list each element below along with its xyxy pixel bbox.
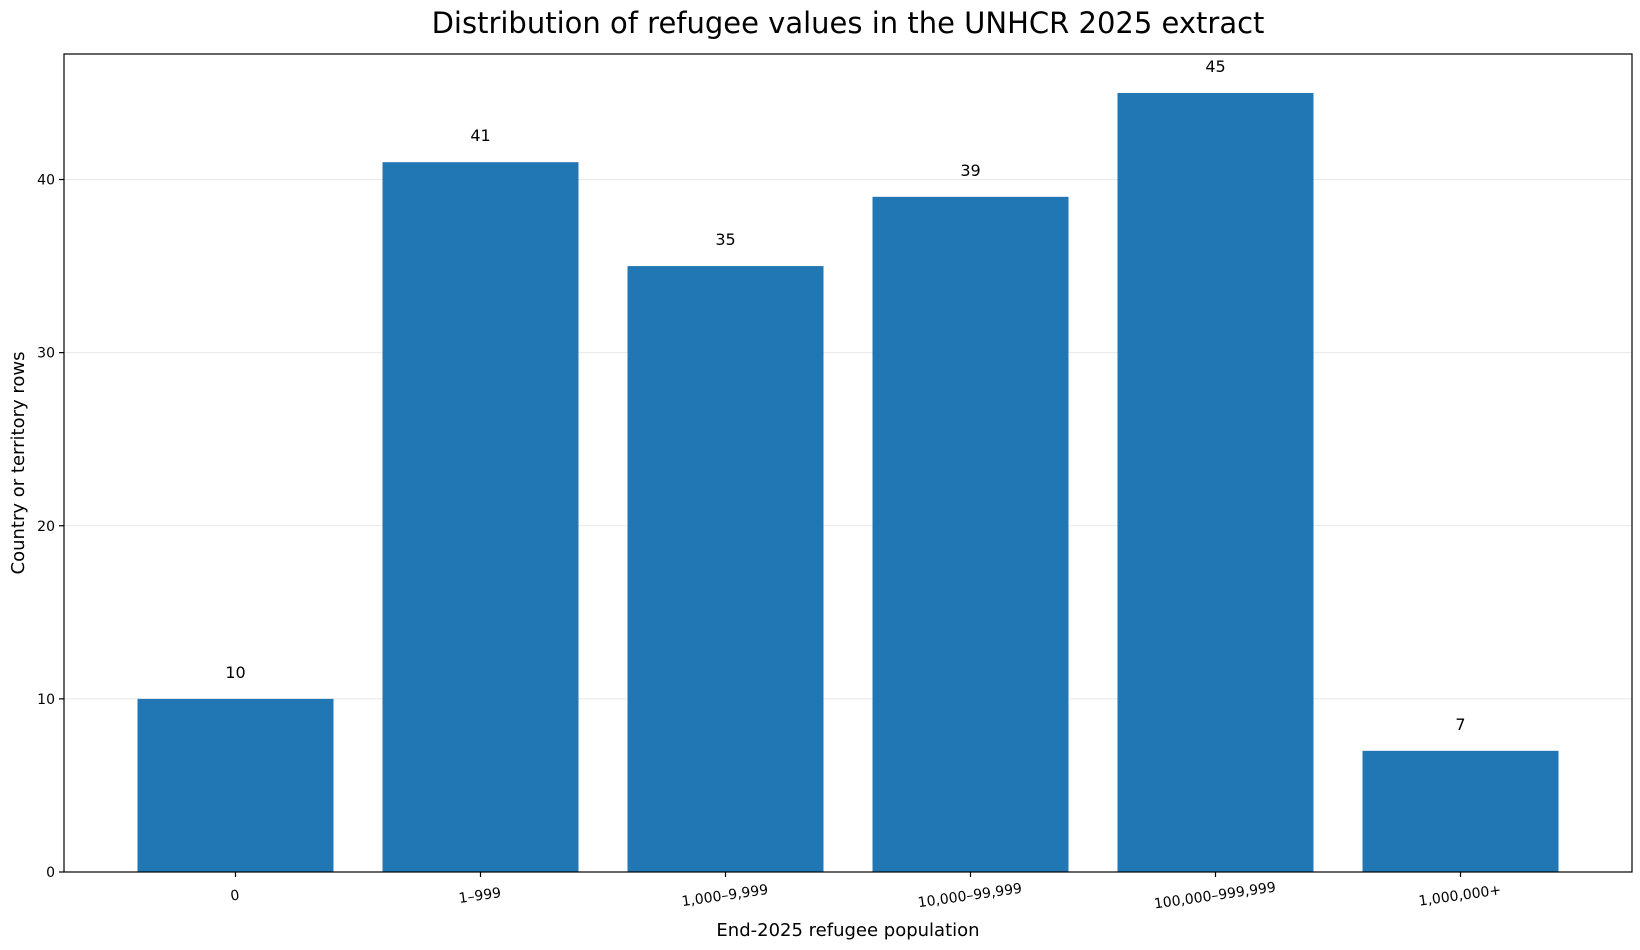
x-tick-label: 1,000,000+ [1418, 882, 1502, 909]
x-tick-label: 100,000–999,999 [1153, 880, 1277, 913]
y-axis-ticks: 0 10 20 30 40 [37, 173, 64, 881]
y-axis-label: Country or territory rows [8, 352, 29, 575]
y-tick-label: 20 [37, 519, 55, 535]
bar [137, 698, 334, 872]
y-tick-label: 30 [37, 346, 55, 362]
x-axis-ticks: 0 1–999 1,000–9,999 10,000–99,999 100,000–99… [229, 872, 1502, 913]
bar [627, 266, 824, 872]
x-tick-label: 1,000–9,999 [681, 882, 770, 910]
bar [872, 196, 1069, 873]
x-axis-label: End-2025 refugee population [716, 920, 979, 941]
grid-lines [64, 179, 1632, 700]
bars [137, 92, 1559, 873]
data-label: 41 [470, 126, 490, 145]
data-labels: 10 41 35 39 45 7 [225, 57, 1465, 734]
bar [1362, 750, 1559, 872]
y-tick-label: 10 [37, 692, 55, 708]
bar [382, 162, 579, 873]
data-label: 39 [960, 161, 980, 180]
plot-frame [63, 53, 1633, 873]
x-tick-label: 0 [229, 887, 240, 904]
x-tick-label: 1–999 [458, 885, 502, 907]
y-tick-label: 40 [37, 173, 55, 189]
data-label: 45 [1205, 57, 1225, 76]
x-tick-label: 10,000–99,999 [917, 881, 1023, 911]
data-label: 7 [1455, 715, 1465, 734]
chart-title: Distribution of refugee values in the UN… [432, 6, 1265, 40]
y-tick-label: 0 [46, 865, 55, 881]
data-label: 35 [715, 230, 735, 249]
data-label: 10 [225, 663, 245, 682]
bar [1117, 92, 1314, 872]
